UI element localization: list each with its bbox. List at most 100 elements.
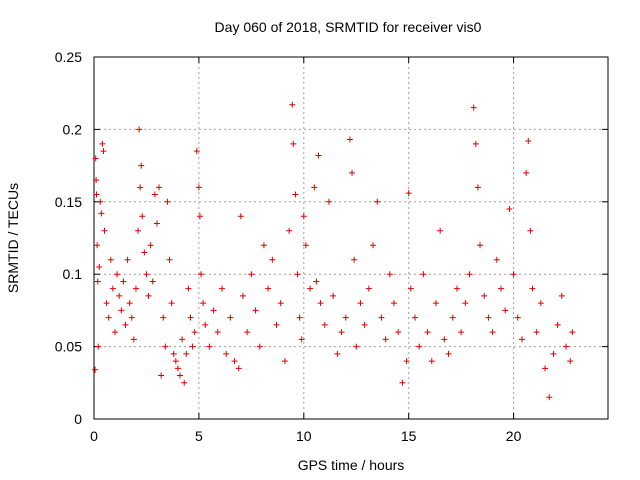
data-point bbox=[94, 242, 101, 249]
data-point bbox=[185, 285, 192, 292]
data-point bbox=[168, 300, 175, 307]
data-point bbox=[395, 329, 402, 336]
data-point bbox=[158, 372, 165, 379]
data-point bbox=[195, 184, 202, 191]
data-point bbox=[386, 271, 393, 278]
data-point bbox=[281, 358, 288, 365]
y-axis-title: SRMTID / TECUs bbox=[5, 183, 21, 293]
plot-frame bbox=[93, 56, 609, 420]
data-point bbox=[416, 343, 423, 350]
data-point bbox=[156, 184, 163, 191]
data-point bbox=[170, 350, 177, 357]
data-point bbox=[187, 314, 194, 321]
data-point bbox=[294, 271, 301, 278]
data-point bbox=[481, 292, 488, 299]
data-point bbox=[315, 152, 322, 159]
data-point bbox=[116, 292, 123, 299]
data-point bbox=[114, 271, 121, 278]
data-point bbox=[351, 256, 358, 263]
data-point bbox=[353, 343, 360, 350]
data-points bbox=[92, 101, 576, 401]
data-point bbox=[533, 329, 540, 336]
y-tick-label: 0.15 bbox=[55, 194, 82, 210]
data-point bbox=[202, 321, 209, 328]
data-point bbox=[374, 198, 381, 205]
data-point bbox=[105, 314, 112, 321]
data-point bbox=[265, 285, 272, 292]
data-point bbox=[135, 227, 142, 234]
data-point bbox=[252, 307, 259, 314]
data-point bbox=[120, 278, 127, 285]
data-point bbox=[466, 271, 473, 278]
data-point bbox=[137, 184, 144, 191]
data-point bbox=[317, 300, 324, 307]
data-point bbox=[218, 285, 225, 292]
data-point bbox=[334, 350, 341, 357]
data-point bbox=[97, 198, 104, 205]
data-point bbox=[92, 366, 99, 373]
data-point bbox=[196, 213, 203, 220]
x-tick-label: 5 bbox=[195, 428, 203, 444]
data-point bbox=[300, 213, 307, 220]
data-point bbox=[529, 285, 536, 292]
data-point bbox=[273, 321, 280, 328]
data-point bbox=[227, 314, 234, 321]
data-point bbox=[191, 329, 198, 336]
data-point bbox=[118, 307, 125, 314]
data-point bbox=[177, 372, 184, 379]
data-point bbox=[441, 336, 448, 343]
data-point bbox=[122, 321, 129, 328]
data-point bbox=[458, 329, 465, 336]
data-point bbox=[342, 314, 349, 321]
data-point bbox=[498, 285, 505, 292]
data-point bbox=[143, 271, 150, 278]
data-point bbox=[269, 256, 276, 263]
data-point bbox=[126, 300, 133, 307]
data-point bbox=[405, 190, 412, 197]
data-point bbox=[197, 271, 204, 278]
data-point bbox=[349, 169, 356, 176]
data-point bbox=[181, 379, 188, 386]
data-point bbox=[103, 300, 110, 307]
data-point bbox=[489, 329, 496, 336]
data-point bbox=[160, 314, 167, 321]
data-point bbox=[128, 314, 135, 321]
data-point bbox=[172, 358, 179, 365]
data-point bbox=[346, 136, 353, 143]
data-point bbox=[296, 314, 303, 321]
data-point bbox=[302, 242, 309, 249]
data-point bbox=[550, 350, 557, 357]
data-point bbox=[321, 321, 328, 328]
data-point bbox=[546, 394, 553, 401]
data-point bbox=[166, 256, 173, 263]
data-point bbox=[382, 336, 389, 343]
data-point bbox=[100, 148, 107, 155]
data-point bbox=[477, 242, 484, 249]
data-point bbox=[453, 285, 460, 292]
data-point bbox=[527, 227, 534, 234]
data-point bbox=[313, 278, 320, 285]
data-point bbox=[502, 307, 509, 314]
data-point bbox=[537, 300, 544, 307]
data-point bbox=[462, 300, 469, 307]
data-point bbox=[485, 314, 492, 321]
data-point bbox=[289, 101, 296, 108]
data-point bbox=[93, 191, 100, 198]
data-point bbox=[432, 300, 439, 307]
data-point bbox=[445, 350, 452, 357]
data-point bbox=[151, 191, 158, 198]
data-point bbox=[164, 198, 171, 205]
grid-lines bbox=[94, 57, 608, 419]
data-point bbox=[93, 177, 100, 184]
data-point bbox=[558, 292, 565, 299]
data-point bbox=[518, 336, 525, 343]
data-point bbox=[472, 140, 479, 147]
data-point bbox=[149, 278, 156, 285]
data-point bbox=[162, 343, 169, 350]
data-point bbox=[260, 242, 267, 249]
data-point bbox=[357, 300, 364, 307]
data-point bbox=[298, 336, 305, 343]
data-point bbox=[399, 379, 406, 386]
data-point bbox=[237, 213, 244, 220]
data-point bbox=[542, 365, 549, 372]
